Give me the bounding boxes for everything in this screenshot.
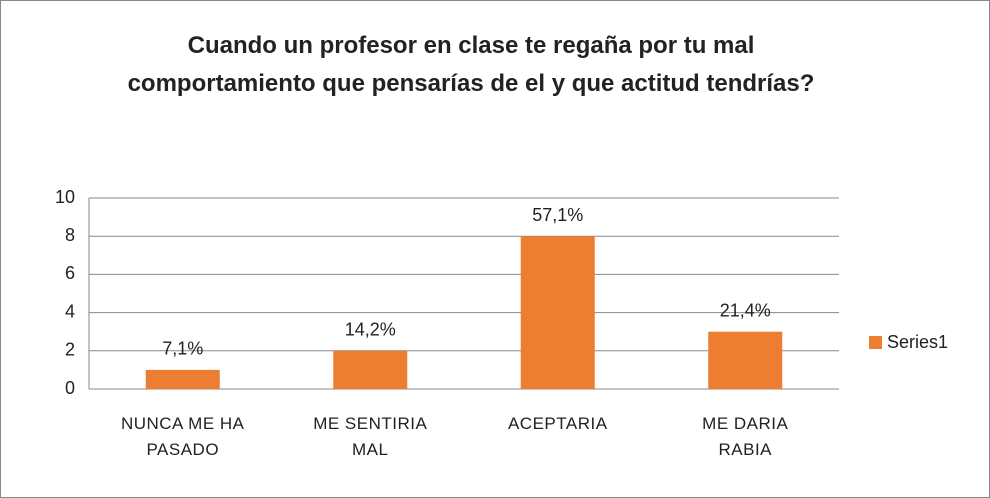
y-tick-label: 10 [55, 187, 75, 207]
x-tick-label: NUNCA ME HA PASADO [120, 414, 245, 459]
bar [333, 350, 408, 389]
x-tick-label: ME SENTIRIA MAL [313, 414, 428, 459]
legend-label: Series1 [887, 332, 948, 352]
y-tick-label: 6 [65, 263, 75, 283]
data-label: 14,2% [345, 320, 396, 340]
data-label: 7,1% [162, 339, 203, 359]
data-label: 57,1% [532, 205, 583, 225]
y-tick-label: 0 [65, 378, 75, 398]
y-tick-label: 4 [65, 301, 75, 321]
bar [708, 331, 783, 389]
y-tick-label: 8 [65, 225, 75, 245]
legend-swatch [869, 336, 882, 349]
chart-title: Cuando un profesor en clase te regaña po… [127, 32, 815, 97]
x-tick-label: ACEPTARIA [507, 414, 608, 433]
bar [520, 236, 595, 389]
y-tick-label: 2 [65, 340, 75, 360]
x-tick-label: ME DARIA RABIA [702, 414, 789, 459]
bar [145, 369, 220, 389]
data-label: 21,4% [720, 300, 771, 320]
